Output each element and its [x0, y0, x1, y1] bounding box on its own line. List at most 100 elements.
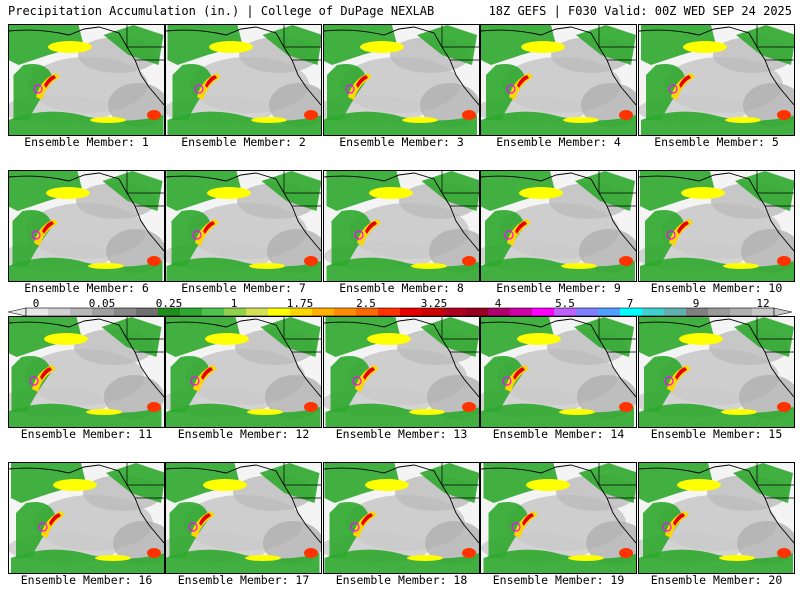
- extreme-precip-core: [673, 513, 685, 526]
- heavy-precip-core: [679, 333, 723, 345]
- colorbar-swatch: [752, 308, 775, 316]
- cyclone-marker: [506, 84, 516, 94]
- colorbar-swatch: [92, 308, 115, 316]
- moderate-precip-area: [166, 317, 241, 357]
- tropical-system: [147, 402, 161, 412]
- chart-title: Precipitation Accumulation (in.) | Colle…: [8, 4, 435, 18]
- tropical-system: [462, 110, 476, 120]
- itcz-band: [249, 263, 285, 269]
- ensemble-member-label: Ensemble Member: 3: [339, 135, 464, 149]
- moderate-precip-area: [170, 356, 211, 412]
- moderate-precip-area: [9, 317, 82, 357]
- tropical-system: [777, 548, 791, 558]
- itcz-band: [725, 117, 761, 123]
- ensemble-member-label: Ensemble Member: 12: [177, 427, 310, 441]
- moderate-precip-area: [13, 64, 54, 120]
- moderate-precip-area: [103, 25, 164, 65]
- ensemble-map-panel: [638, 316, 795, 428]
- moderate-precip-area: [641, 111, 794, 135]
- colorbar-swatch: [26, 308, 49, 316]
- political-border: [126, 25, 164, 61]
- heavy-precip-core: [681, 187, 725, 199]
- moderate-precip-area: [9, 403, 162, 427]
- itcz-band: [561, 263, 597, 269]
- political-border: [756, 463, 794, 499]
- coastline: [9, 26, 164, 106]
- heavy-precip-band: [509, 73, 533, 100]
- ensemble-member-label: Ensemble Member: 2: [181, 135, 306, 149]
- moderate-precip-area: [734, 317, 794, 357]
- coastline: [481, 26, 636, 106]
- colorbar-swatch: [312, 308, 335, 316]
- moderate-precip-area: [419, 463, 479, 503]
- heavy-precip-core: [683, 41, 727, 53]
- moderate-precip-area: [325, 317, 401, 357]
- heavy-precip-band: [514, 511, 538, 538]
- extreme-precip-core: [40, 367, 52, 380]
- heavy-precip-band: [355, 365, 379, 392]
- moderate-precip-area: [324, 111, 477, 135]
- colorbar-swatch: [356, 308, 379, 316]
- moderate-precip-area: [326, 257, 479, 281]
- colorbar-tick-label: 0.25: [155, 297, 183, 310]
- colorbar-swatch: [620, 308, 643, 316]
- political-border: [126, 463, 164, 499]
- ensemble-map-panel: [323, 170, 480, 282]
- heavy-precip-core: [367, 333, 411, 345]
- extreme-precip-core: [513, 367, 525, 380]
- ensemble-member-label: Ensemble Member: 7: [181, 281, 306, 295]
- heavy-precip-core: [53, 479, 97, 491]
- cyclone-marker: [664, 376, 674, 386]
- extreme-precip-core: [679, 75, 691, 88]
- political-border: [756, 317, 794, 353]
- colorbar-tick-label: 1.75: [286, 297, 314, 310]
- colorbar-swatch: [180, 308, 203, 316]
- tropical-system: [777, 256, 791, 266]
- coastline: [639, 172, 794, 252]
- colorbar-swatch: [158, 308, 181, 316]
- political-border: [441, 317, 479, 353]
- precip-map: [639, 171, 794, 281]
- political-border: [283, 171, 321, 207]
- tropical-system: [147, 110, 161, 120]
- tropical-system: [304, 548, 318, 558]
- colorbar-tick-label: 3.25: [420, 297, 448, 310]
- tropical-system: [619, 548, 633, 558]
- moderate-precip-area: [166, 257, 321, 281]
- ensemble-member-label: Ensemble Member: 15: [650, 427, 783, 441]
- itcz-band: [721, 409, 757, 415]
- ensemble-member-label: Ensemble Member: 4: [496, 135, 621, 149]
- coastline: [481, 464, 636, 544]
- moderate-precip-area: [481, 317, 554, 357]
- colorbar-swatch: [290, 308, 313, 316]
- itcz-band: [247, 409, 283, 415]
- heavy-precip-core: [677, 479, 721, 491]
- heavy-precip-band: [671, 73, 695, 100]
- extreme-precip-core: [44, 75, 56, 88]
- tropical-system: [147, 256, 161, 266]
- colorbar-swatch: [246, 308, 269, 316]
- cyclone-marker: [350, 522, 360, 532]
- heavy-precip-band: [667, 365, 691, 392]
- moderate-precip-area: [640, 257, 794, 281]
- heavy-precip-core: [46, 187, 90, 199]
- moderate-precip-area: [481, 171, 555, 211]
- political-border: [756, 25, 794, 61]
- cyclone-marker: [190, 376, 200, 386]
- heavy-precip-core: [360, 41, 404, 53]
- heavy-precip-core: [207, 187, 251, 199]
- heavy-precip-band: [197, 73, 221, 100]
- heavy-precip-band: [193, 365, 217, 392]
- moderate-precip-area: [167, 25, 243, 65]
- extreme-precip-core: [517, 75, 529, 88]
- political-border: [283, 25, 321, 61]
- colorbar-swatch: [642, 308, 665, 316]
- tropical-system: [777, 110, 791, 120]
- heavy-precip-core: [369, 187, 413, 199]
- coastline: [166, 26, 321, 106]
- colorbar-swatch: [554, 308, 577, 316]
- political-border: [756, 171, 794, 207]
- moderate-precip-area: [640, 171, 715, 211]
- moderate-precip-area: [172, 64, 213, 120]
- cyclone-marker: [668, 84, 678, 94]
